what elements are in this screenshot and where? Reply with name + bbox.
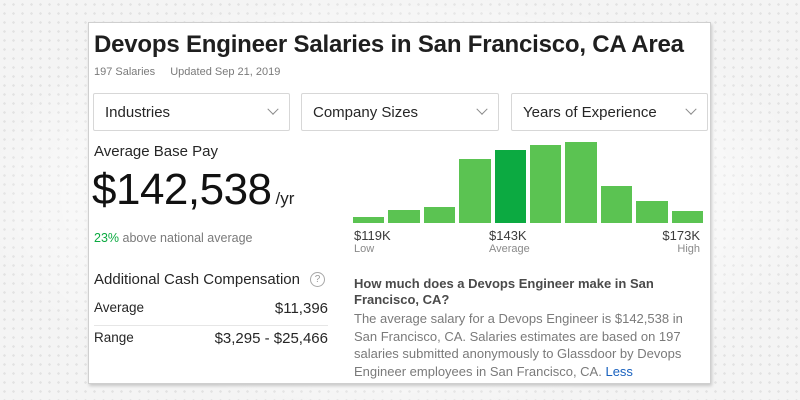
help-icon[interactable]: ? xyxy=(309,272,325,287)
chevron-down-icon xyxy=(476,103,488,115)
years-of-experience-dropdown[interactable]: Years of Experience xyxy=(511,93,708,131)
industries-dropdown[interactable]: Industries xyxy=(93,93,290,131)
comparison-text: above national average xyxy=(119,231,253,245)
comparison-percent: 23% xyxy=(94,231,120,245)
additional-cash-title: Additional Cash Compensation ? xyxy=(94,271,325,288)
salary-card: Devops Engineer Salaries in San Francisc… xyxy=(88,22,711,384)
histogram-bar xyxy=(388,210,420,223)
faq-question: How much does a Devops Engineer make in … xyxy=(354,276,654,307)
histogram-bar xyxy=(600,185,633,223)
axis-sub-high: High xyxy=(677,243,700,255)
national-comparison: 23% above national average xyxy=(94,231,252,245)
histogram-bar xyxy=(671,211,703,223)
row-label: Range xyxy=(94,330,134,345)
histogram-bar xyxy=(353,216,385,223)
histogram-bar xyxy=(423,207,456,223)
axis-label-low: $119K xyxy=(354,228,391,243)
base-pay-unit: /yr xyxy=(275,189,295,208)
histogram-bar xyxy=(565,142,597,223)
dropdown-label: Company Sizes xyxy=(313,103,419,121)
histogram-bar xyxy=(530,145,562,223)
faq-answer: The average salary for a Devops Engineer… xyxy=(354,310,704,380)
axis-sub-average: Average xyxy=(489,243,530,255)
less-link[interactable]: Less xyxy=(605,363,633,379)
row-value: $11,396 xyxy=(274,300,328,317)
base-pay-amount: $142,538 xyxy=(92,165,272,214)
dropdown-label: Years of Experience xyxy=(523,103,657,121)
updated-date: Updated Sep 21, 2019 xyxy=(170,66,281,78)
cash-range-row: Range $3,295 - $25,466 xyxy=(94,330,328,347)
average-base-pay-label: Average Base Pay xyxy=(94,143,218,160)
row-label: Average xyxy=(94,300,145,315)
axis-sub-low: Low xyxy=(354,243,375,255)
axis-label-high: $173K xyxy=(662,228,700,243)
histogram-bar xyxy=(636,200,668,223)
chevron-down-icon xyxy=(685,103,697,115)
cash-average-row: Average $11,396 xyxy=(94,300,328,326)
salary-count: 197 Salaries xyxy=(94,66,156,78)
salary-histogram xyxy=(353,138,703,223)
chevron-down-icon xyxy=(267,103,279,115)
additional-cash-label: Additional Cash Compensation xyxy=(94,271,300,288)
histogram-bar xyxy=(494,149,526,223)
row-value: $3,295 - $25,466 xyxy=(214,330,328,347)
dropdown-label: Industries xyxy=(105,103,171,121)
faq-answer-text: The average salary for a Devops Engineer… xyxy=(354,311,683,379)
axis-label-average: $143K xyxy=(489,228,527,243)
page-title: Devops Engineer Salaries in San Francisc… xyxy=(94,31,684,58)
histogram-bar xyxy=(459,159,491,223)
salary-meta: 197 Salaries Updated Sep 21, 2019 xyxy=(94,66,280,78)
average-base-pay-value: $142,538/yr xyxy=(92,165,294,215)
company-sizes-dropdown[interactable]: Company Sizes xyxy=(301,93,499,131)
